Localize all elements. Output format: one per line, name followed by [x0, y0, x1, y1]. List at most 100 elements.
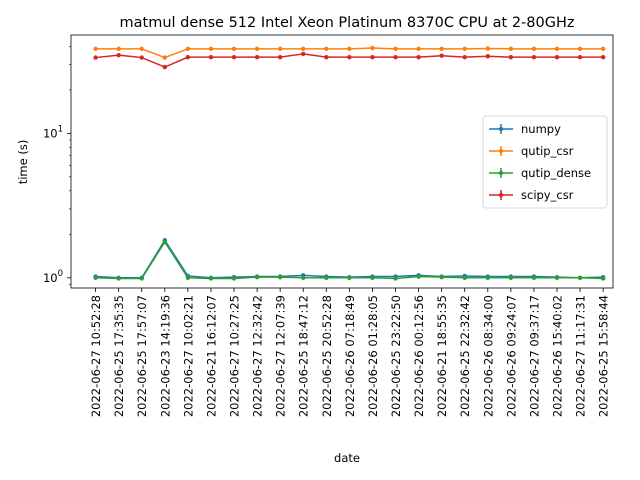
data-point — [531, 46, 537, 52]
data-point — [231, 46, 237, 52]
data-point — [347, 54, 352, 60]
legend-label: scipy_csr — [521, 188, 574, 202]
data-point — [485, 54, 490, 59]
legend-marker — [498, 148, 504, 154]
plot-area — [93, 45, 606, 281]
data-point — [208, 46, 214, 52]
data-point — [531, 275, 537, 281]
data-point — [93, 46, 98, 52]
x-tick-label: 2022-06-25 17:57:07 — [135, 295, 149, 417]
data-point — [577, 46, 583, 52]
data-point — [439, 53, 444, 58]
legend-label: qutip_csr — [521, 144, 574, 158]
series-qutip-dense — [93, 239, 606, 281]
x-tick-label: 2022-06-27 12:07:39 — [274, 295, 288, 417]
data-point — [139, 55, 144, 60]
data-point — [485, 275, 490, 281]
data-point — [162, 239, 168, 245]
data-point — [439, 274, 444, 280]
x-tick-label: 2022-06-26 07:18:49 — [343, 295, 357, 417]
data-point — [301, 51, 306, 57]
data-point — [416, 54, 421, 60]
y-axis-label: time (s) — [16, 140, 30, 185]
x-tick-label: 2022-06-27 10:52:28 — [89, 295, 103, 417]
legend-entry: numpy — [489, 122, 561, 136]
data-point — [485, 46, 490, 51]
plot-frame — [70, 34, 614, 289]
data-point — [554, 275, 560, 281]
data-point — [577, 54, 583, 60]
series-line — [95, 238, 604, 279]
series-scipy-csr — [93, 51, 606, 70]
x-tick-label: 2022-06-25 15:58:44 — [597, 295, 611, 417]
data-point — [462, 275, 467, 281]
data-point — [162, 64, 168, 70]
legend-label: numpy — [521, 122, 561, 136]
data-point — [324, 46, 329, 52]
data-point — [347, 46, 352, 52]
data-point — [231, 54, 237, 60]
data-point — [116, 52, 121, 58]
data-point — [531, 54, 537, 60]
x-tick-label: 2022-06-25 22:32:42 — [458, 295, 472, 417]
y-axis: 100 101 — [43, 46, 71, 285]
data-point — [185, 46, 191, 52]
data-point — [370, 45, 375, 51]
chart-title: matmul dense 512 Intel Xeon Platinum 837… — [120, 15, 575, 31]
data-point — [231, 276, 237, 281]
x-tick-label: 2022-06-26 00:12:56 — [412, 295, 426, 417]
data-point — [508, 54, 514, 60]
data-point — [508, 46, 514, 52]
data-point — [116, 276, 121, 281]
data-point — [416, 274, 421, 279]
data-point — [139, 276, 144, 281]
data-point — [416, 46, 421, 52]
data-point — [277, 274, 283, 280]
data-point — [208, 54, 214, 60]
legend-marker — [498, 126, 504, 132]
data-point — [301, 275, 306, 281]
data-point — [393, 46, 398, 52]
y-tick-label: 100 — [43, 269, 63, 285]
x-tick-label: 2022-06-27 10:02:21 — [181, 295, 195, 417]
y-tick-label: 101 — [43, 124, 63, 140]
data-point — [577, 275, 583, 281]
x-tick-label: 2022-06-25 18:47:12 — [297, 295, 311, 417]
x-tick-label: 2022-06-23 14:19:36 — [158, 295, 172, 417]
x-tick-label: 2022-06-25 23:22:50 — [389, 295, 403, 417]
data-point — [185, 275, 191, 281]
legend-entry: qutip_dense — [489, 166, 591, 180]
data-point — [600, 46, 606, 52]
x-axis: 2022-06-27 10:52:28 2022-06-25 17:35:35 20… — [89, 288, 611, 417]
data-point — [254, 274, 260, 280]
data-point — [185, 54, 191, 60]
data-point — [370, 54, 375, 60]
x-tick-label: 2022-06-27 10:27:25 — [228, 295, 242, 417]
data-point — [208, 276, 214, 281]
series-line — [95, 240, 604, 280]
legend-marker — [498, 170, 504, 176]
data-point — [439, 46, 444, 52]
data-point — [162, 55, 168, 60]
legend-box — [482, 115, 608, 209]
data-point — [600, 276, 606, 281]
series-qutip-csr — [93, 45, 606, 60]
x-axis-label: date — [334, 451, 360, 465]
data-point — [277, 54, 283, 60]
x-tick-label: 2022-06-26 09:24:07 — [504, 295, 518, 417]
data-point — [139, 46, 144, 52]
legend-marker — [498, 192, 504, 198]
data-point — [301, 46, 306, 52]
x-tick-label: 2022-06-26 08:34:00 — [481, 295, 495, 417]
data-point — [347, 275, 352, 281]
data-point — [116, 46, 121, 52]
data-point — [324, 275, 329, 281]
legend-entry: qutip_csr — [489, 144, 574, 158]
x-tick-label: 2022-06-25 20:52:28 — [320, 295, 334, 417]
x-tick-label: 2022-06-25 17:35:35 — [112, 295, 126, 417]
data-point — [254, 46, 260, 52]
x-tick-label: 2022-06-26 15:40:02 — [551, 295, 565, 417]
data-point — [93, 55, 98, 60]
legend-label: qutip_dense — [521, 166, 591, 180]
